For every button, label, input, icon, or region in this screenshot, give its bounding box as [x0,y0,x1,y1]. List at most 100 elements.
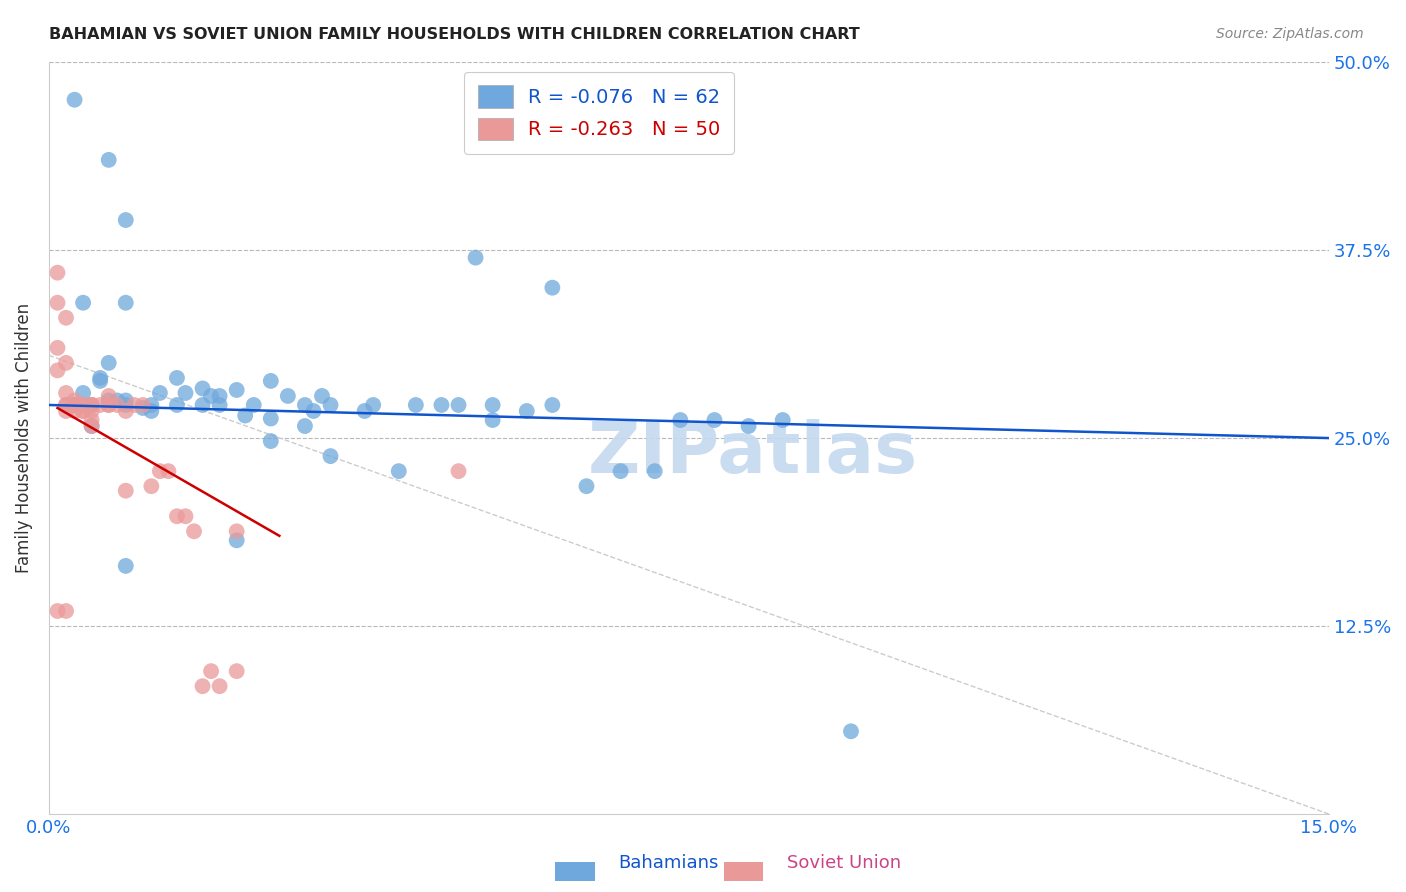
Point [80,404,103,418]
Point [242,398,264,412]
Point [72,398,94,412]
Point [72,404,94,418]
Point [575,479,598,493]
Point [63,398,86,412]
Point [430,398,453,412]
Point [141,398,163,412]
Point [80,419,103,434]
Point [80,398,103,412]
Point [772,413,794,427]
Point [233,409,256,423]
Point [166,509,188,524]
Point [72,404,94,418]
Point [149,386,172,401]
Point [260,411,283,425]
Point [63,398,86,412]
Point [208,389,231,403]
Point [105,398,128,412]
Point [260,434,283,448]
Point [114,295,136,310]
Point [277,389,299,403]
Point [191,398,214,412]
Point [72,295,94,310]
Point [80,419,103,434]
Point [114,393,136,408]
Point [541,398,564,412]
Point [311,389,333,403]
Point [132,401,155,415]
Text: ZIPatlas: ZIPatlas [588,418,918,488]
Point [141,479,163,493]
Point [97,356,120,370]
Point [55,398,77,412]
Point [124,398,146,412]
Point [183,524,205,539]
Point [361,398,384,412]
Point [541,281,564,295]
Point [839,724,862,739]
Point [737,419,759,434]
Point [149,464,172,478]
Point [55,398,77,412]
Point [481,398,503,412]
Point [388,464,411,478]
Point [166,398,188,412]
Point [447,464,470,478]
Point [302,404,325,418]
Point [132,398,155,412]
Point [63,93,86,107]
Point [208,679,231,693]
Point [200,664,222,678]
Point [174,386,197,401]
Point [55,356,77,370]
Point [174,509,197,524]
Point [63,404,86,418]
Text: Bahamians: Bahamians [619,855,718,872]
Point [114,398,136,412]
Text: Source: ZipAtlas.com: Source: ZipAtlas.com [1216,27,1364,41]
Point [114,213,136,227]
Point [703,413,725,427]
Point [63,398,86,412]
Point [80,398,103,412]
Point [105,393,128,408]
Point [260,374,283,388]
Point [72,386,94,401]
Point [191,679,214,693]
Point [63,398,86,412]
Point [97,398,120,412]
Point [97,389,120,403]
Point [72,398,94,412]
Point [609,464,631,478]
Legend: R = -0.076   N = 62, R = -0.263   N = 50: R = -0.076 N = 62, R = -0.263 N = 50 [464,72,734,153]
Point [319,398,342,412]
Point [141,404,163,418]
Point [63,398,86,412]
Point [481,413,503,427]
Point [225,383,247,397]
Point [208,398,231,412]
Point [55,604,77,618]
Point [353,404,375,418]
Point [97,393,120,408]
Point [516,404,538,418]
Point [89,371,111,385]
Point [55,310,77,325]
Point [225,533,247,548]
Point [114,483,136,498]
Point [447,398,470,412]
Point [405,398,427,412]
Point [114,558,136,573]
Point [225,664,247,678]
Point [89,374,111,388]
Point [55,404,77,418]
Point [669,413,692,427]
Point [294,419,316,434]
Y-axis label: Family Households with Children: Family Households with Children [15,303,32,574]
Text: Soviet Union: Soviet Union [787,855,901,872]
Point [63,393,86,408]
Point [89,398,111,412]
Point [225,524,247,539]
Point [200,389,222,403]
Point [97,153,120,167]
